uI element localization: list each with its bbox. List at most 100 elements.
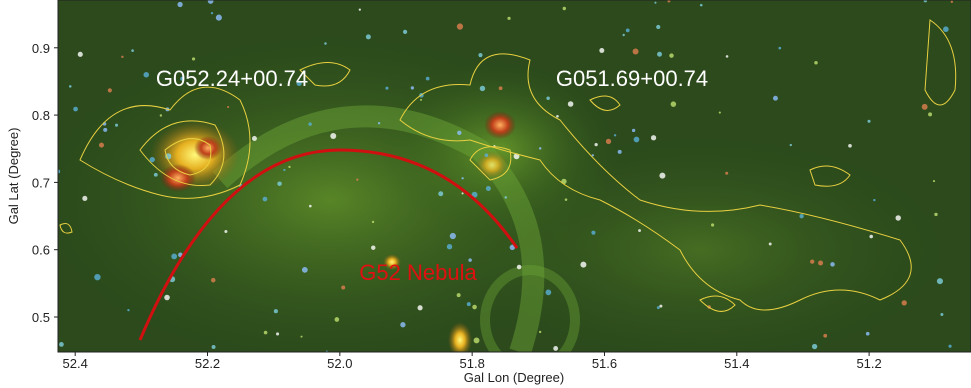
star [654, 2, 656, 4]
star [335, 317, 340, 322]
star [115, 124, 118, 127]
x-tick-label: 51.8 [460, 356, 485, 371]
star [556, 115, 559, 118]
star [411, 86, 414, 89]
annotation: G52 Nebula [359, 260, 477, 285]
star [634, 137, 640, 143]
star [580, 262, 586, 268]
star [902, 300, 907, 305]
x-tick-label: 52.4 [63, 356, 88, 371]
star [638, 229, 641, 232]
star [420, 99, 422, 101]
star [565, 198, 568, 201]
star [810, 259, 814, 263]
star [341, 286, 345, 290]
star [934, 213, 937, 216]
star [371, 245, 375, 249]
star [164, 295, 170, 301]
star [252, 136, 257, 141]
star [211, 12, 213, 14]
star [651, 135, 656, 140]
star [472, 305, 477, 310]
star [951, 1, 953, 3]
star [480, 86, 485, 91]
star [127, 309, 129, 311]
star [830, 262, 835, 267]
star [499, 86, 503, 90]
star [656, 25, 660, 29]
star [78, 52, 83, 57]
star [778, 47, 781, 50]
star [288, 166, 290, 168]
star [283, 169, 285, 171]
star [108, 88, 112, 92]
star [539, 331, 541, 333]
star [632, 129, 635, 132]
star [563, 7, 566, 10]
star [873, 199, 875, 201]
star [211, 278, 216, 283]
star [719, 112, 721, 114]
star [700, 4, 703, 7]
star [546, 96, 550, 100]
star [308, 122, 311, 125]
star [606, 139, 611, 144]
star [814, 61, 818, 65]
star [633, 49, 639, 55]
star [121, 56, 123, 58]
star [599, 48, 604, 53]
star [150, 157, 155, 162]
star [867, 120, 870, 123]
star [659, 173, 665, 179]
star [461, 177, 463, 179]
star [467, 302, 471, 306]
y-tick-label: 0.9 [32, 41, 50, 56]
star [823, 334, 827, 338]
star [895, 215, 900, 220]
star [618, 150, 622, 154]
star [277, 181, 282, 186]
x-tick-label: 51.4 [724, 356, 749, 371]
star [324, 42, 327, 45]
x-tick-label: 52.2 [195, 356, 220, 371]
star [154, 173, 158, 177]
star [426, 77, 430, 81]
star [568, 101, 574, 107]
chart: Gal Lon (Degree) Gal Lat (Degree) 52.452… [0, 0, 971, 388]
x-tick-label: 51.6 [592, 356, 617, 371]
star [657, 52, 662, 57]
star [928, 112, 932, 116]
star [474, 337, 480, 343]
star [274, 309, 278, 313]
star [82, 196, 87, 201]
star [160, 114, 162, 116]
y-tick-label: 0.6 [32, 243, 50, 258]
sky-image [30, 0, 971, 370]
star [595, 143, 598, 146]
y-tick-label: 0.8 [32, 108, 50, 123]
star [769, 243, 772, 246]
star [669, 53, 673, 57]
star [359, 9, 361, 11]
star [659, 305, 662, 308]
star [657, 306, 660, 309]
star [773, 96, 778, 101]
star [300, 336, 302, 338]
star [726, 55, 729, 58]
star [478, 53, 482, 57]
star [103, 128, 107, 132]
star [486, 186, 491, 191]
star [517, 265, 522, 270]
star [378, 122, 380, 124]
star [711, 223, 714, 226]
star [591, 231, 595, 235]
star [943, 26, 949, 32]
y-axis-title: Gal Lat (Degree) [6, 128, 21, 225]
star [450, 233, 456, 239]
star [224, 230, 227, 233]
star [227, 106, 229, 108]
star [812, 344, 817, 349]
star [866, 332, 870, 336]
star [457, 293, 461, 297]
star [937, 278, 943, 284]
